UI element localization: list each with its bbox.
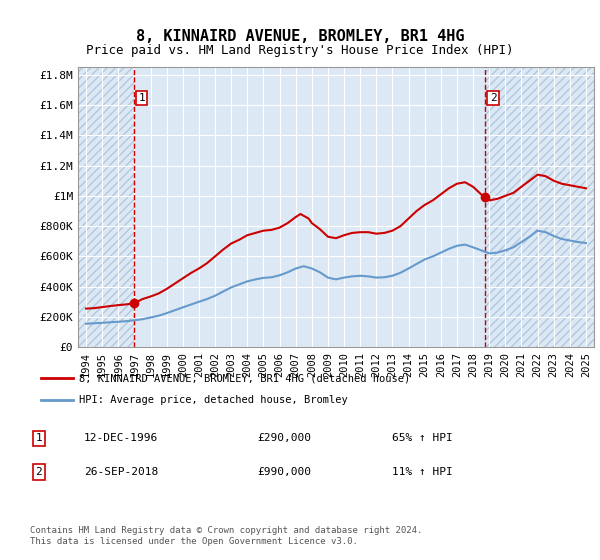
Text: HPI: Average price, detached house, Bromley: HPI: Average price, detached house, Brom…: [79, 395, 347, 405]
Bar: [485, 67, 594, 347]
Text: £990,000: £990,000: [257, 467, 311, 477]
Text: 2: 2: [35, 467, 42, 477]
Text: 8, KINNAIRD AVENUE, BROMLEY, BR1 4HG: 8, KINNAIRD AVENUE, BROMLEY, BR1 4HG: [136, 29, 464, 44]
Bar: [78, 67, 134, 347]
Bar: [78, 67, 134, 347]
Text: 11% ↑ HPI: 11% ↑ HPI: [392, 467, 452, 477]
Text: 8, KINNAIRD AVENUE, BROMLEY, BR1 4HG (detached house): 8, KINNAIRD AVENUE, BROMLEY, BR1 4HG (de…: [79, 373, 410, 383]
Text: £290,000: £290,000: [257, 433, 311, 444]
Text: 65% ↑ HPI: 65% ↑ HPI: [392, 433, 452, 444]
Text: 2: 2: [490, 93, 496, 103]
Text: Price paid vs. HM Land Registry's House Price Index (HPI): Price paid vs. HM Land Registry's House …: [86, 44, 514, 57]
Text: 1: 1: [35, 433, 42, 444]
Text: Contains HM Land Registry data © Crown copyright and database right 2024.
This d: Contains HM Land Registry data © Crown c…: [30, 526, 422, 546]
Text: 26-SEP-2018: 26-SEP-2018: [84, 467, 158, 477]
Text: 12-DEC-1996: 12-DEC-1996: [84, 433, 158, 444]
Text: 1: 1: [139, 93, 145, 103]
